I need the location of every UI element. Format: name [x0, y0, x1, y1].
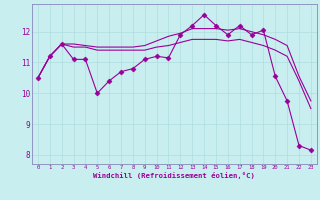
X-axis label: Windchill (Refroidissement éolien,°C): Windchill (Refroidissement éolien,°C) [93, 172, 255, 179]
